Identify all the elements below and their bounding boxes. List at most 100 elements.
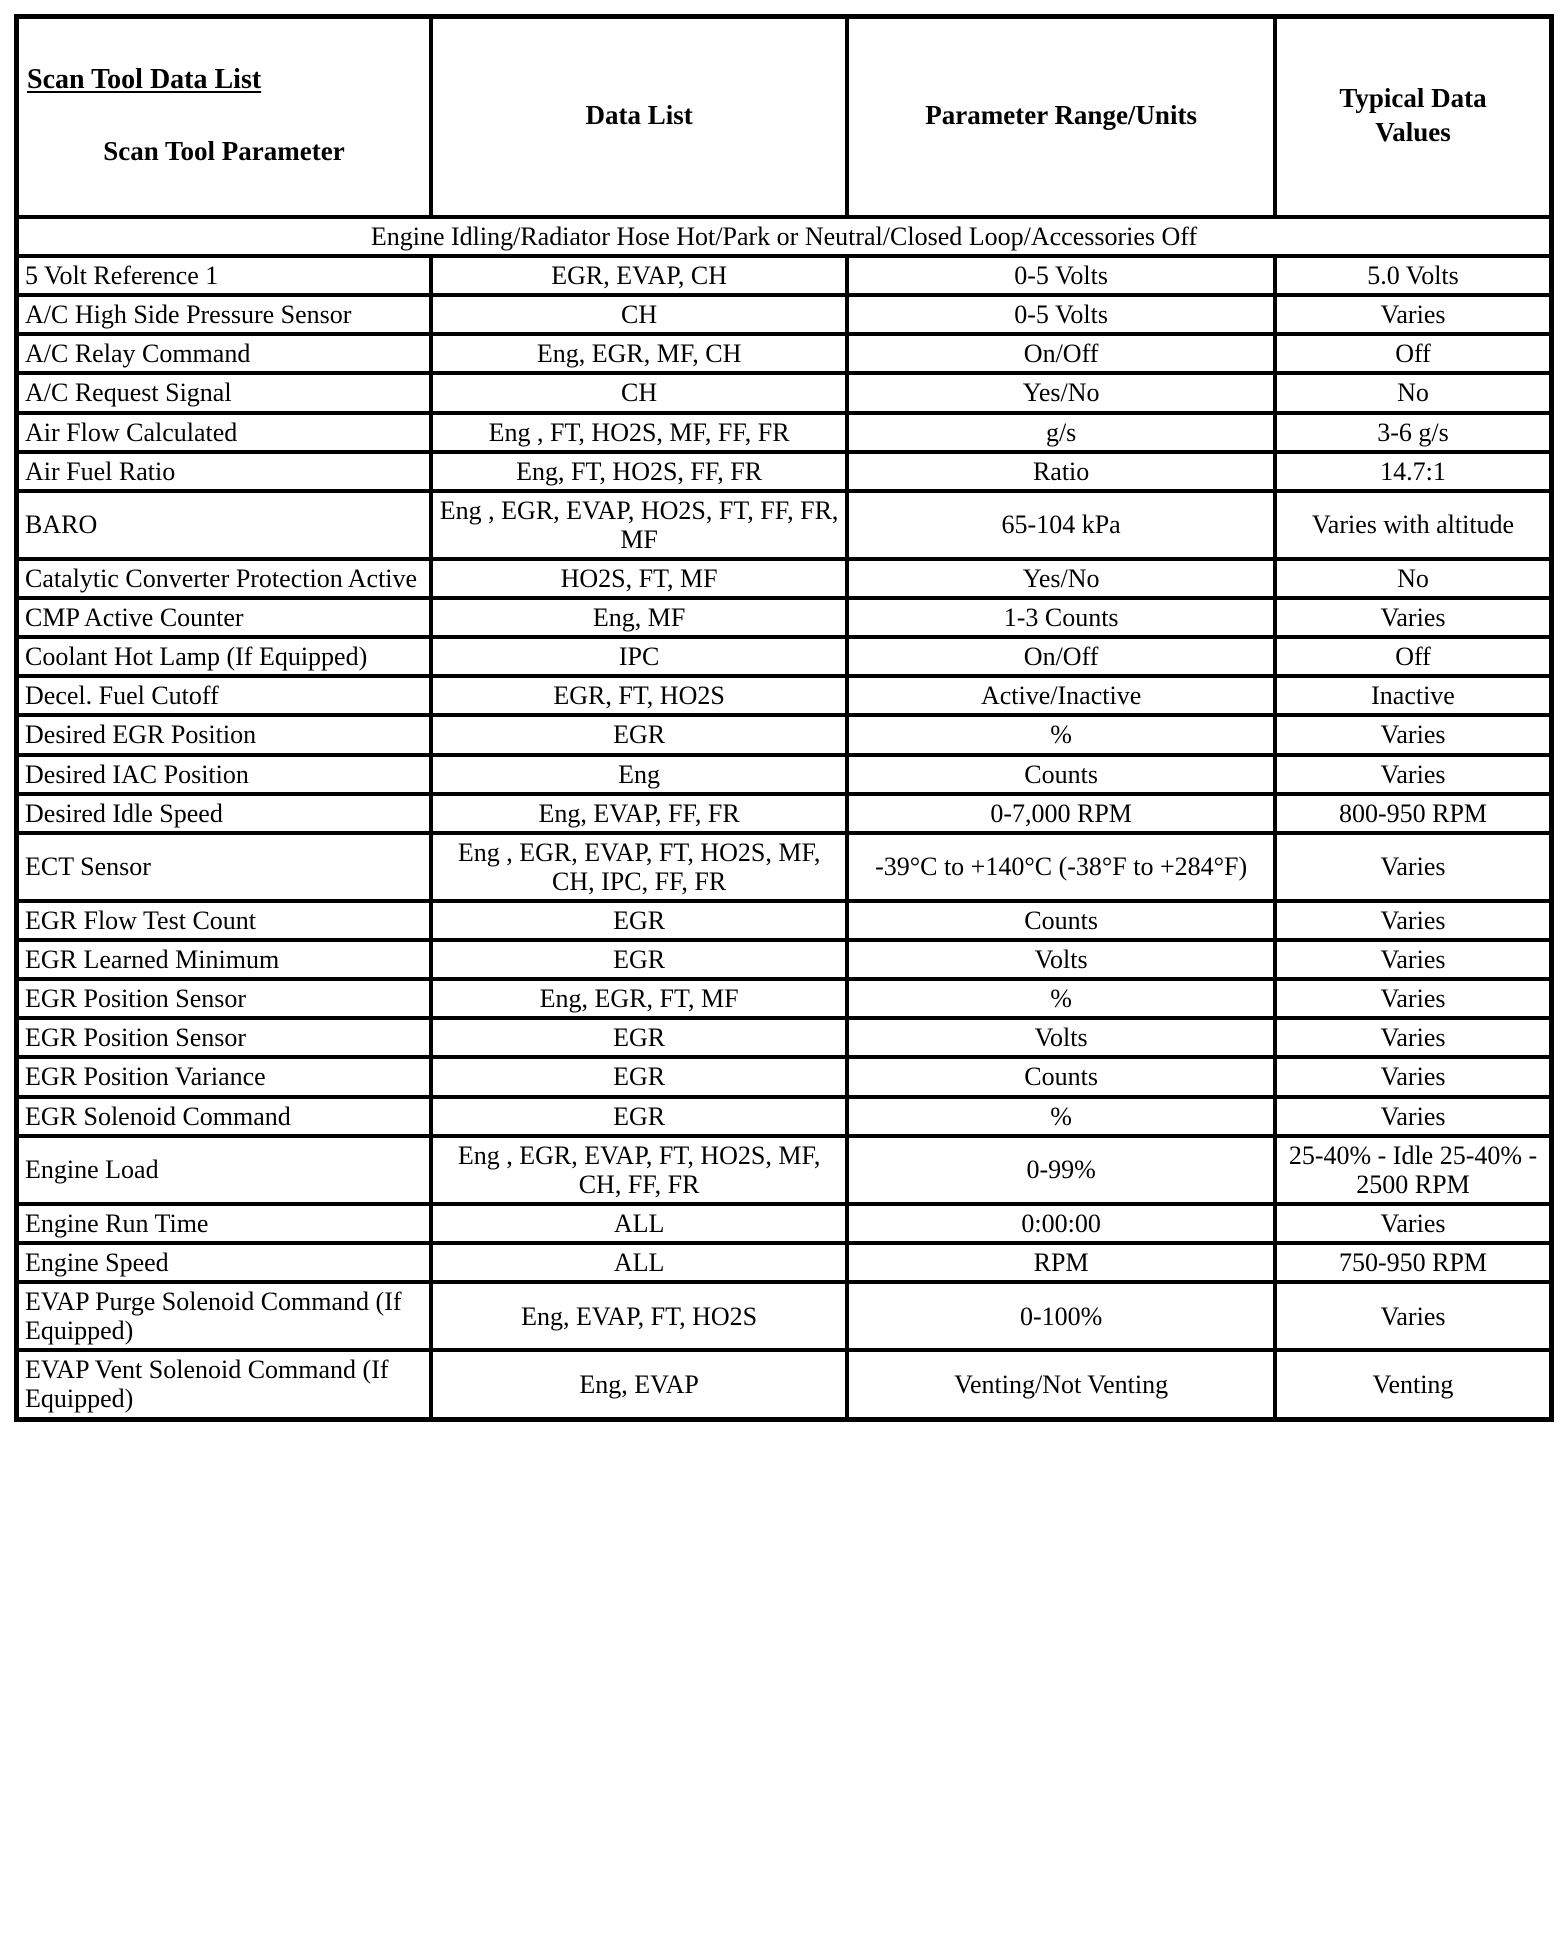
cell-data-list: Eng, EVAP [430, 1350, 848, 1419]
cell-range-units: % [847, 1096, 1275, 1136]
cell-parameter: Desired IAC Position [17, 754, 431, 794]
cell-range-units: 1-3 Counts [847, 598, 1275, 638]
cell-range-units: 0-7,000 RPM [847, 793, 1275, 833]
cell-parameter: Catalytic Converter Protection Active [17, 558, 431, 599]
cell-data-list: EGR, FT, HO2S [430, 676, 848, 716]
cell-typical-value: Off [1275, 334, 1551, 374]
header-data-list: Data List [430, 17, 848, 217]
table-row: 5 Volt Reference 1 EGR, EVAP, CH 0-5 Volts… [17, 256, 1551, 296]
cell-data-list: Eng , FT, HO2S, MF, FF, FR [430, 412, 848, 452]
cell-parameter: EGR Position Variance [17, 1057, 431, 1097]
cell-data-list: Eng , EGR, EVAP, HO2S, FT, FF, FR, MF [430, 490, 848, 559]
cell-parameter: A/C Relay Command [17, 334, 431, 374]
table-row: Desired EGR Position EGR% Varies [17, 715, 1551, 755]
cell-range-units: 65-104 kPa [847, 490, 1275, 559]
cell-range-units: -39°C to +140°C (-38°F to +284°F) [847, 832, 1275, 901]
cell-data-list: EGR [430, 1096, 848, 1136]
cell-data-list: EGR [430, 715, 848, 755]
cell-data-list: Eng, EVAP, FT, HO2S [430, 1282, 848, 1351]
column-header-label-2: Data List [585, 99, 693, 130]
table-body: 5 Volt Reference 1 EGR, EVAP, CH 0-5 Volts… [17, 256, 1551, 1419]
cell-typical-value: Varies [1275, 900, 1551, 941]
cell-typical-value: Varies [1275, 295, 1551, 335]
cell-range-units: Counts [847, 1057, 1275, 1097]
cell-range-units: % [847, 979, 1275, 1019]
cell-range-units: 0-99% [847, 1135, 1275, 1204]
cell-typical-value: Varies [1275, 598, 1551, 638]
cell-data-list: Eng , EGR, EVAP, FT, HO2S, MF, CH, FF, F… [430, 1135, 848, 1204]
cell-parameter: EGR Learned Minimum [17, 940, 431, 980]
cell-data-list: Eng, EGR, MF, CH [430, 334, 848, 374]
cell-parameter: A/C High Side Pressure Sensor [17, 295, 431, 335]
cell-range-units: 0-5 Volts [847, 295, 1275, 335]
table-row: Air Fuel Ratio Eng, FT, HO2S, FF, FR Ratio… [17, 451, 1551, 491]
cell-range-units: Ratio [847, 451, 1275, 491]
table-row: EVAP Vent Solenoid Command (If Equipped)… [17, 1350, 1551, 1419]
cell-data-list: Eng, EGR, FT, MF [430, 979, 848, 1019]
cell-parameter: Desired Idle Speed [17, 793, 431, 833]
table-row: EGR Position Variance EGR Counts Varies [17, 1057, 1551, 1097]
cell-typical-value: 14.7:1 [1275, 451, 1551, 491]
header-scan-tool-parameter: Scan Tool Data List Scan Tool Parameter [17, 17, 431, 217]
cell-parameter: 5 Volt Reference 1 [17, 256, 431, 296]
cell-typical-value: 3-6 g/s [1275, 412, 1551, 452]
cell-parameter: Engine Load [17, 1135, 431, 1204]
table-row: EGR Position Sensor EGR Volts Varies [17, 1018, 1551, 1058]
cell-parameter: EGR Position Sensor [17, 979, 431, 1019]
table-row: EVAP Purge Solenoid Command (If Equipped… [17, 1282, 1551, 1351]
cell-range-units: g/s [847, 412, 1275, 452]
page-title: Scan Tool Data List [27, 64, 262, 96]
table-row: Engine Speed ALL RPM 750-950 RPM [17, 1242, 1551, 1283]
cell-typical-value: Varies [1275, 754, 1551, 794]
cell-parameter: ECT Sensor [17, 832, 431, 901]
table-head: Scan Tool Data List Scan Tool Parameter … [17, 17, 1551, 257]
table-row: Desired Idle Speed Eng, EVAP, FF, FR 0-7,0… [17, 793, 1551, 833]
table-row: Coolant Hot Lamp (If Equipped) IPC On/Off O… [17, 637, 1551, 677]
cell-parameter: CMP Active Counter [17, 598, 431, 638]
cell-range-units: % [847, 715, 1275, 755]
scan-tool-data-table: Scan Tool Data List Scan Tool Parameter … [14, 14, 1554, 1422]
cell-data-list: IPC [430, 637, 848, 677]
cell-typical-value: 750-950 RPM [1275, 1242, 1551, 1283]
header-parameter-range-units: Parameter Range/Units [847, 17, 1275, 217]
cell-typical-value: Varies [1275, 1096, 1551, 1136]
cell-typical-value: Varies with altitude [1275, 490, 1551, 559]
section-header-row: Engine Idling/Radiator Hose Hot/Park or … [17, 217, 1551, 257]
table-row: EGR Learned Minimum EGR Volts Varies [17, 940, 1551, 980]
column-header-label-4-line2: Values [1375, 117, 1451, 147]
cell-parameter: EVAP Vent Solenoid Command (If Equipped) [17, 1350, 431, 1419]
cell-data-list: ALL [430, 1242, 848, 1283]
table-row: CMP Active Counter Eng, MF 1-3 Counts Varie… [17, 598, 1551, 638]
cell-parameter: EVAP Purge Solenoid Command (If Equipped… [17, 1282, 431, 1351]
cell-range-units: Counts [847, 900, 1275, 941]
section-header-label: Engine Idling/Radiator Hose Hot/Park or … [17, 217, 1551, 257]
cell-parameter: BARO [17, 490, 431, 559]
cell-parameter: Engine Speed [17, 1242, 431, 1283]
cell-parameter: EGR Flow Test Count [17, 900, 431, 941]
cell-typical-value: Varies [1275, 1018, 1551, 1058]
column-header-label-4-line1: Typical Data [1339, 82, 1487, 113]
cell-data-list: Eng , EGR, EVAP, FT, HO2S, MF, CH, IPC, … [430, 832, 848, 901]
cell-data-list: HO2S, FT, MF [430, 558, 848, 599]
table-row: A/C Relay Command Eng, EGR, MF, CH On/Off O… [17, 334, 1551, 374]
cell-typical-value: 800-950 RPM [1275, 793, 1551, 833]
cell-data-list: Eng, FT, HO2S, FF, FR [430, 451, 848, 491]
cell-range-units: 0-100% [847, 1282, 1275, 1351]
cell-typical-value: Varies [1275, 1057, 1551, 1097]
cell-typical-value: Varies [1275, 1203, 1551, 1243]
cell-typical-value: Varies [1275, 1282, 1551, 1351]
table-row: Air Flow Calculated Eng , FT, HO2S, MF, F… [17, 412, 1551, 452]
cell-data-list: EGR [430, 1018, 848, 1058]
cell-typical-value: No [1275, 373, 1551, 413]
cell-range-units: 0:00:00 [847, 1203, 1275, 1243]
table-row: EGR Position Sensor Eng, EGR, FT, MF% Vari… [17, 979, 1551, 1019]
cell-typical-value: Varies [1275, 940, 1551, 980]
cell-range-units: On/Off [847, 637, 1275, 677]
cell-range-units: Yes/No [847, 373, 1275, 413]
cell-data-list: Eng [430, 754, 848, 794]
cell-typical-value: 5.0 Volts [1275, 256, 1551, 296]
cell-range-units: Yes/No [847, 558, 1275, 599]
cell-range-units: Counts [847, 754, 1275, 794]
table-row: Decel. Fuel Cutoff EGR, FT, HO2S Active/In… [17, 676, 1551, 716]
